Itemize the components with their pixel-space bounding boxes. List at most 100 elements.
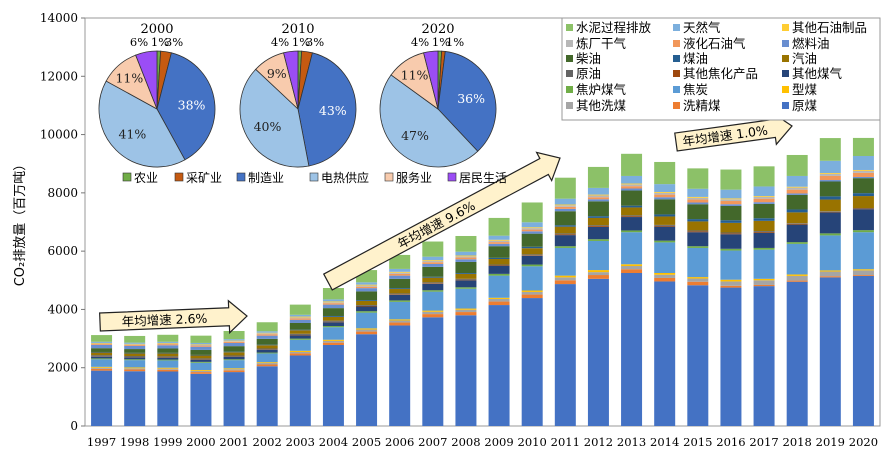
- bar-segment: [820, 200, 841, 212]
- bar-segment: [190, 347, 211, 350]
- bar-segment: [190, 343, 211, 344]
- bar-segment: [422, 262, 443, 264]
- bar-segment: [323, 345, 344, 426]
- bar-segment: [489, 240, 510, 241]
- bar-segment: [91, 352, 112, 353]
- bar-segment: [323, 302, 344, 303]
- bar-segment: [787, 225, 808, 242]
- bar-segment: [820, 233, 841, 235]
- bar-segment: [489, 236, 510, 240]
- bar-segment: [853, 173, 874, 177]
- bar-segment: [257, 362, 278, 363]
- bar-segment: [455, 256, 476, 257]
- bar-segment: [754, 280, 775, 285]
- bar-segment: [820, 212, 841, 213]
- bar-2013: [621, 154, 642, 426]
- bar-segment: [720, 170, 741, 190]
- bar-segment: [621, 184, 642, 185]
- bar-segment: [257, 333, 278, 334]
- bar-segment: [190, 344, 211, 345]
- bar-2005: [356, 270, 377, 426]
- legend-item: 其他煤气: [782, 66, 843, 81]
- bar-segment: [654, 241, 675, 243]
- bar-segment: [489, 298, 510, 299]
- y-tick-label: 8000: [47, 186, 78, 200]
- legend-swatch: [123, 173, 131, 181]
- bar-segment: [323, 341, 344, 343]
- pie-legend-item: 农业: [123, 171, 158, 185]
- legend-label: 其他洗煤: [576, 98, 627, 113]
- bar-segment: [853, 171, 874, 173]
- x-tick-label: 1997: [87, 435, 116, 449]
- bar-segment: [257, 363, 278, 364]
- bar-segment: [787, 276, 808, 281]
- bar-segment: [455, 287, 476, 288]
- bar-segment: [257, 353, 278, 362]
- bar-segment: [489, 259, 510, 265]
- bar-segment: [820, 196, 841, 199]
- bar-segment: [389, 276, 410, 279]
- bar-segment: [224, 370, 245, 372]
- bar-segment: [687, 285, 708, 426]
- bar-segment: [720, 220, 741, 223]
- legend-swatch: [782, 40, 789, 47]
- bar-segment: [323, 299, 344, 301]
- bar-segment: [323, 305, 344, 308]
- legend-swatch: [673, 40, 680, 47]
- bar-segment: [455, 279, 476, 280]
- bar-segment: [422, 314, 443, 317]
- bar-segment: [224, 339, 245, 340]
- bar-2015: [687, 168, 708, 426]
- bar-segment: [820, 161, 841, 173]
- bar-segment: [389, 323, 410, 326]
- bar-segment: [522, 227, 543, 228]
- bar-segment: [820, 180, 841, 181]
- bar-segment: [157, 353, 178, 354]
- bar-segment: [389, 279, 410, 288]
- bar-segment: [654, 184, 675, 192]
- bar-segment: [91, 369, 112, 371]
- bar-2009: [489, 218, 510, 426]
- bar-segment: [621, 191, 642, 206]
- bar-segment: [323, 322, 344, 326]
- bar-segment: [157, 368, 178, 369]
- bar-segment: [157, 335, 178, 342]
- bar-segment: [687, 230, 708, 231]
- bar-segment: [389, 325, 410, 426]
- x-tick-label: 2019: [816, 435, 845, 449]
- fuel-legend: 水泥过程排放天然气其他石油制品炼厂干气液化石油气燃料油柴油煤油汽油原油其他焦化产…: [562, 18, 880, 120]
- x-tick-label: 2017: [749, 435, 778, 449]
- bar-segment: [290, 317, 311, 318]
- legend-label: 电热供应: [321, 170, 369, 185]
- legend-swatch: [310, 173, 318, 181]
- bar-segment: [157, 348, 178, 352]
- bar-segment: [224, 372, 245, 426]
- bar-segment: [91, 353, 112, 356]
- x-tick-label: 2002: [253, 435, 282, 449]
- bar-segment: [621, 266, 642, 269]
- bar-segment: [389, 289, 410, 293]
- x-tick-label: 2012: [584, 435, 613, 449]
- bar-segment: [654, 242, 675, 273]
- bar-segment: [290, 340, 311, 351]
- bar-segment: [588, 272, 609, 275]
- legend-label: 原煤: [792, 98, 818, 113]
- bar-segment: [489, 276, 510, 298]
- bar-segment: [157, 360, 178, 367]
- bar-segment: [356, 306, 377, 307]
- bar-segment: [124, 356, 145, 357]
- x-tick-label: 2014: [650, 435, 679, 449]
- bar-segment: [754, 231, 775, 232]
- legend-label: 焦炭: [683, 82, 708, 97]
- bar-segment: [522, 255, 543, 256]
- bar-segment: [389, 272, 410, 273]
- x-tick-label: 1998: [120, 435, 149, 449]
- bar-segment: [787, 195, 808, 210]
- pie-label: 3%: [306, 35, 324, 49]
- bar-segment: [190, 336, 211, 343]
- bar-segment: [853, 275, 874, 276]
- bar-segment: [588, 197, 609, 199]
- bar-segment: [290, 330, 311, 333]
- bar-segment: [290, 353, 311, 355]
